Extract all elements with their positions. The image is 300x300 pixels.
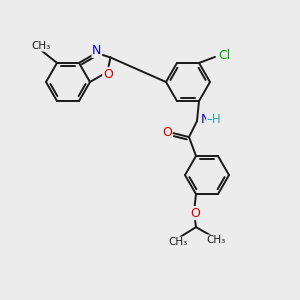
Text: CH₃: CH₃ [206, 235, 226, 245]
Text: Cl: Cl [218, 50, 230, 62]
Text: O: O [162, 126, 172, 139]
Text: CH₃: CH₃ [168, 237, 188, 247]
Text: N: N [200, 112, 210, 126]
Text: O: O [103, 68, 113, 80]
Text: N: N [92, 44, 101, 57]
Text: O: O [190, 207, 200, 220]
Text: –H: –H [207, 112, 221, 126]
Text: CH₃: CH₃ [32, 41, 51, 51]
